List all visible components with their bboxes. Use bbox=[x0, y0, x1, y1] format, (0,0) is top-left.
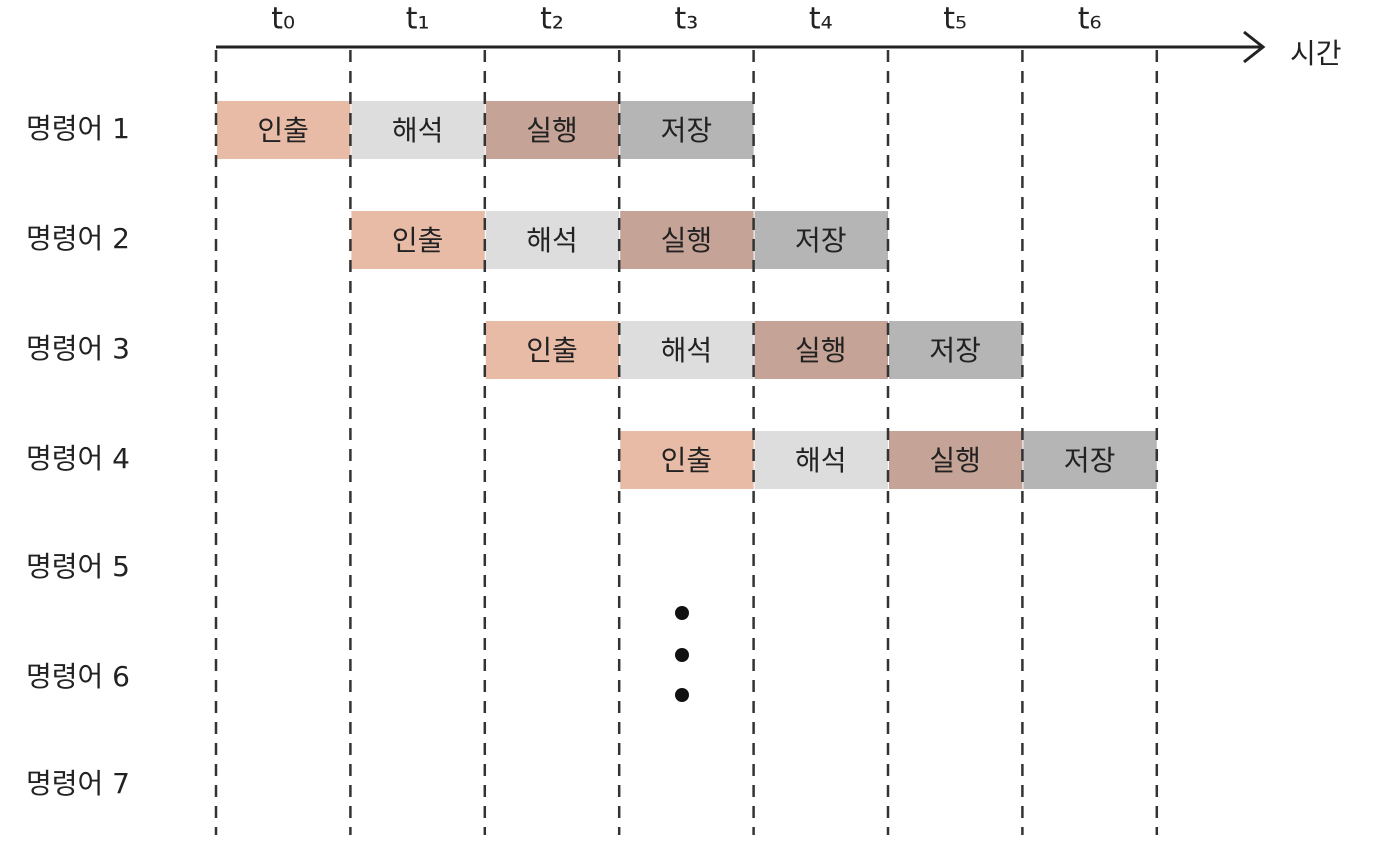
stage-block bbox=[485, 211, 620, 269]
stage-block bbox=[485, 101, 620, 159]
row-label: 명령어 1 bbox=[26, 112, 130, 145]
stage-block bbox=[620, 211, 754, 269]
row-label: 명령어 4 bbox=[26, 442, 130, 475]
time-label: t₀ bbox=[271, 2, 295, 37]
stage-text: 해석 bbox=[392, 114, 444, 147]
stage-block bbox=[889, 431, 1023, 489]
stage-block bbox=[620, 431, 754, 489]
stage-text: 인출 bbox=[392, 224, 444, 257]
stage-text: 해석 bbox=[526, 224, 578, 257]
ellipsis-dot bbox=[675, 606, 689, 620]
stage-block bbox=[754, 211, 888, 269]
stage-text: 인출 bbox=[526, 334, 578, 367]
stage-text: 실행 bbox=[795, 334, 847, 367]
stage-text: 인출 bbox=[661, 444, 713, 477]
axis-label: 시간 bbox=[1290, 37, 1342, 70]
stage-block bbox=[351, 211, 485, 269]
stage-block bbox=[485, 321, 620, 379]
stage-block bbox=[889, 321, 1023, 379]
stage-text: 실행 bbox=[661, 224, 713, 257]
stage-block bbox=[620, 321, 754, 379]
row-label: 명령어 6 bbox=[26, 660, 130, 693]
stage-text: 해석 bbox=[661, 334, 713, 367]
time-label: t₄ bbox=[809, 2, 833, 37]
row-label: 명령어 2 bbox=[26, 222, 130, 255]
row-label: 명령어 3 bbox=[26, 332, 130, 365]
time-label: t₂ bbox=[540, 2, 564, 37]
ellipsis-dot bbox=[675, 648, 689, 662]
stage-block bbox=[217, 101, 351, 159]
time-label: t₁ bbox=[406, 2, 430, 37]
stage-layer bbox=[217, 101, 1157, 489]
stage-block bbox=[754, 321, 888, 379]
stage-block bbox=[351, 101, 485, 159]
stage-text: 저장 bbox=[795, 224, 847, 257]
time-label: t₃ bbox=[675, 2, 699, 37]
time-label: t₆ bbox=[1078, 2, 1102, 37]
stage-text: 해석 bbox=[795, 444, 847, 477]
axis-arrow bbox=[1243, 30, 1266, 64]
stage-block bbox=[754, 431, 888, 489]
row-label: 명령어 5 bbox=[26, 550, 130, 583]
row-label: 명령어 7 bbox=[26, 767, 130, 800]
stage-block bbox=[620, 101, 754, 159]
stage-block bbox=[1023, 431, 1157, 489]
stage-text: 실행 bbox=[929, 444, 981, 477]
stage-text: 실행 bbox=[526, 114, 578, 147]
stage-text: 인출 bbox=[257, 114, 309, 147]
stage-text: 저장 bbox=[661, 114, 713, 147]
stage-text: 저장 bbox=[1064, 444, 1116, 477]
stage-text: 저장 bbox=[929, 334, 981, 367]
time-label: t₅ bbox=[943, 2, 967, 37]
ellipsis-dot bbox=[675, 688, 689, 702]
